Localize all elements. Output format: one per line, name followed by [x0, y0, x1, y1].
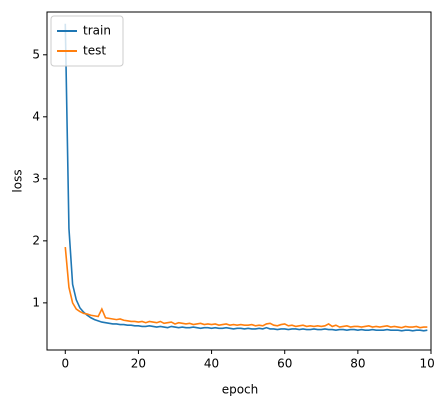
legend-label: train — [83, 24, 111, 38]
y-axis-label: loss — [11, 169, 25, 192]
y-tick-label: 1 — [32, 295, 40, 309]
x-tick-label: 40 — [204, 357, 219, 371]
x-axis-label: epoch — [222, 383, 259, 397]
legend-box — [50, 15, 124, 67]
x-tick-label: 20 — [131, 357, 146, 371]
line-series — [64, 246, 428, 329]
plot-frame — [46, 11, 432, 351]
legend-label: test — [83, 44, 106, 58]
y-tick-label: 5 — [32, 47, 40, 61]
y-tick-label: 4 — [32, 109, 40, 123]
x-tick-label: 0 — [61, 357, 69, 371]
x-tick-label: 80 — [350, 357, 365, 371]
line-series — [64, 23, 428, 332]
y-tick-label: 3 — [32, 171, 40, 185]
x-tick-label: 60 — [277, 357, 292, 371]
x-tick-label: 100 — [420, 357, 434, 371]
y-tick-label: 2 — [32, 233, 40, 247]
